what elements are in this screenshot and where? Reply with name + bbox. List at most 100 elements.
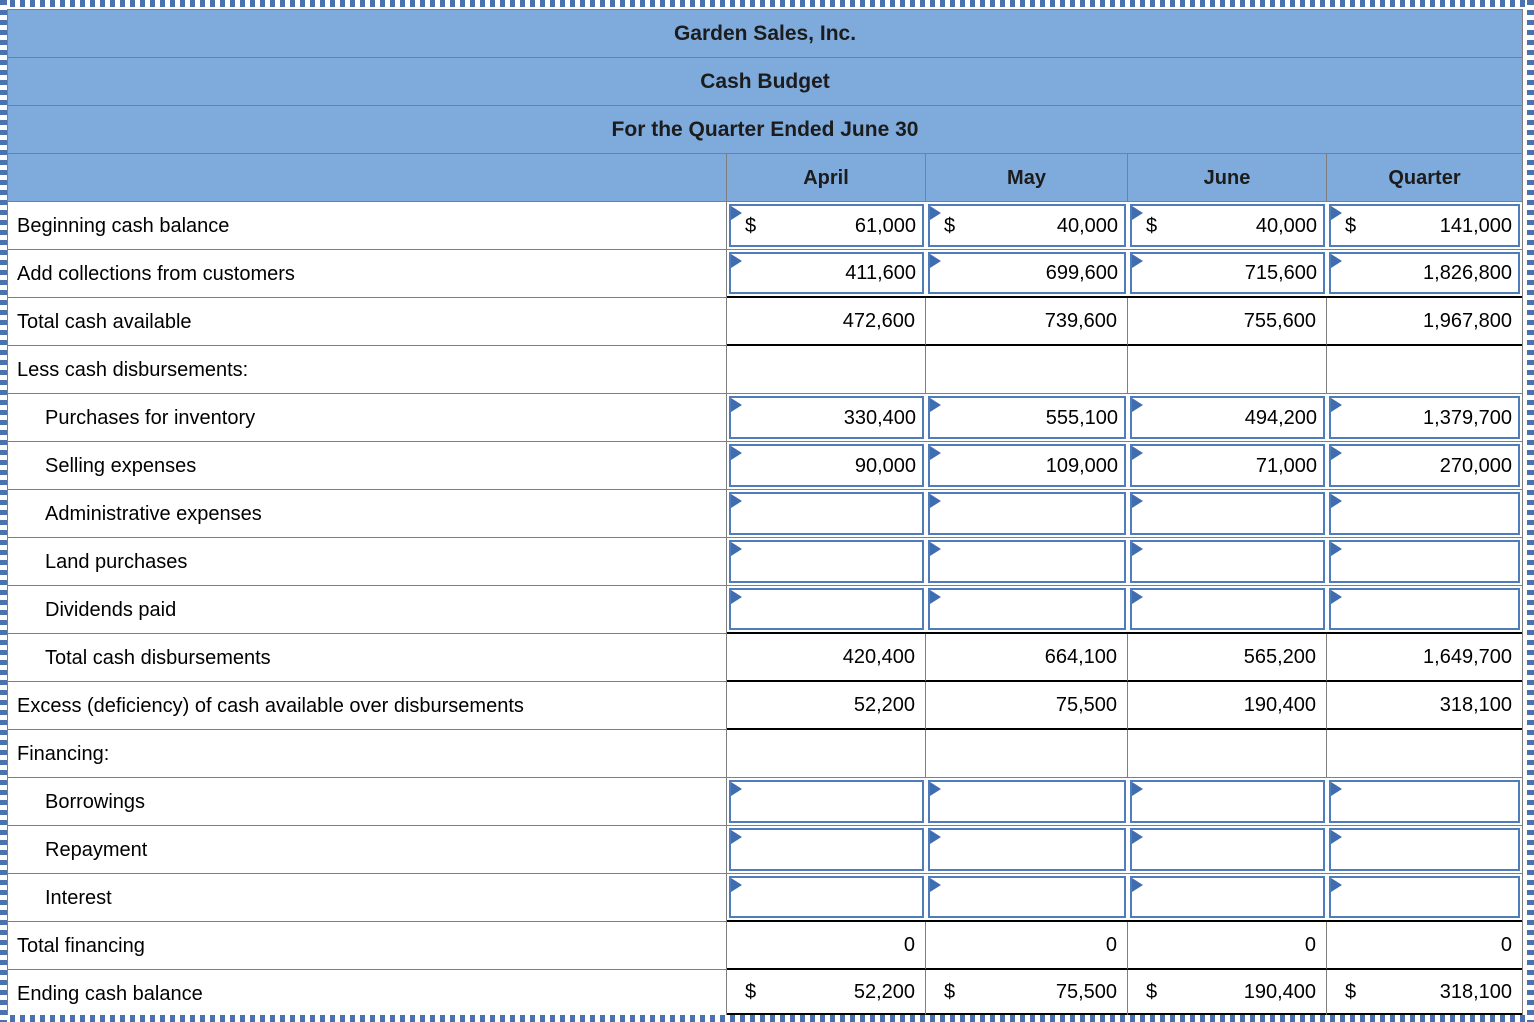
cell-flag-icon bbox=[1132, 206, 1143, 220]
cell-flag-icon bbox=[731, 446, 742, 460]
borrowings-quarter-input[interactable] bbox=[1327, 778, 1522, 826]
input-cell-border bbox=[1329, 876, 1520, 918]
cell-flag-icon bbox=[731, 830, 742, 844]
repayment-april-input[interactable] bbox=[727, 826, 926, 874]
cell-value: 411,600 bbox=[845, 262, 916, 284]
cell-flag-icon bbox=[731, 494, 742, 508]
selection-dash-bottom bbox=[0, 1015, 1534, 1022]
admin-april-input[interactable] bbox=[727, 490, 926, 538]
empty-cell bbox=[926, 346, 1128, 394]
selling-may-input[interactable]: 109,000 bbox=[926, 442, 1128, 490]
cell-value: 190,400 bbox=[1243, 980, 1316, 1003]
land-june-input[interactable] bbox=[1128, 538, 1327, 586]
row-label-total-cash-disbursements: Total cash disbursements bbox=[8, 634, 727, 682]
cell-value: 318,100 bbox=[1439, 980, 1512, 1003]
row-label-total-cash-available: Total cash available bbox=[8, 298, 727, 346]
input-cell-border bbox=[928, 828, 1126, 871]
repayment-june-input[interactable] bbox=[1128, 826, 1327, 874]
borrowings-may-input[interactable] bbox=[926, 778, 1128, 826]
total-financing-may: 0 bbox=[926, 922, 1128, 970]
dividends-quarter-input[interactable] bbox=[1327, 586, 1522, 634]
cell-value: 664,100 bbox=[1044, 646, 1117, 668]
row-label-purchases-inventory: Purchases for inventory bbox=[8, 394, 727, 442]
purchases-april-input[interactable]: 330,400 bbox=[727, 394, 926, 442]
total-disbursements-quarter: 1,649,700 bbox=[1327, 634, 1522, 682]
empty-cell bbox=[926, 730, 1128, 778]
currency-symbol: $ bbox=[1146, 980, 1158, 1003]
input-cell-border bbox=[1130, 492, 1325, 535]
interest-may-input[interactable] bbox=[926, 874, 1128, 922]
cell-value: 330,400 bbox=[843, 406, 916, 429]
collections-may-input[interactable]: 699,600 bbox=[926, 250, 1128, 298]
row-label-interest: Interest bbox=[8, 874, 727, 922]
beginning-cash-april-input[interactable]: $61,000 bbox=[727, 202, 926, 250]
cell-flag-icon bbox=[1132, 878, 1143, 892]
dividends-april-input[interactable] bbox=[727, 586, 926, 634]
cell-value: 109,000 bbox=[1045, 454, 1118, 477]
interest-april-input[interactable] bbox=[727, 874, 926, 922]
input-cell-border bbox=[729, 876, 924, 918]
cell-flag-icon bbox=[731, 398, 742, 412]
cell-flag-icon bbox=[1132, 494, 1143, 508]
dividends-june-input[interactable] bbox=[1128, 586, 1327, 634]
row-label-excess-deficiency: Excess (deficiency) of cash available ov… bbox=[8, 682, 727, 730]
period-title: For the Quarter Ended June 30 bbox=[8, 106, 1522, 154]
interest-quarter-input[interactable] bbox=[1327, 874, 1522, 922]
cell-flag-icon bbox=[731, 590, 742, 604]
row-label-repayment: Repayment bbox=[8, 826, 727, 874]
row-label-collections: Add collections from customers bbox=[8, 250, 727, 298]
cell-value: 0 bbox=[1500, 934, 1512, 956]
cell-flag-icon bbox=[930, 782, 941, 796]
cell-value: 0 bbox=[1304, 934, 1316, 956]
borrowings-june-input[interactable] bbox=[1128, 778, 1327, 826]
row-label-financing: Financing: bbox=[8, 730, 727, 778]
collections-april-input[interactable]: 411,600 bbox=[727, 250, 926, 298]
cell-value: 270,000 bbox=[1439, 454, 1512, 477]
purchases-may-input[interactable]: 555,100 bbox=[926, 394, 1128, 442]
beginning-cash-june-input[interactable]: $40,000 bbox=[1128, 202, 1327, 250]
total-financing-april: 0 bbox=[727, 922, 926, 970]
column-header-april: April bbox=[727, 154, 926, 202]
cell-value: 739,600 bbox=[1044, 310, 1117, 332]
dividends-may-input[interactable] bbox=[926, 586, 1128, 634]
land-may-input[interactable] bbox=[926, 538, 1128, 586]
excess-quarter: 318,100 bbox=[1327, 682, 1522, 730]
cell-flag-icon bbox=[1132, 446, 1143, 460]
collections-quarter-input[interactable]: 1,826,800 bbox=[1327, 250, 1522, 298]
currency-symbol: $ bbox=[944, 214, 956, 237]
cell-value: 565,200 bbox=[1243, 646, 1316, 668]
cell-value: 40,000 bbox=[1255, 214, 1317, 237]
cell-value: 0 bbox=[903, 934, 915, 956]
cell-flag-icon bbox=[1331, 398, 1342, 412]
cell-flag-icon bbox=[1132, 830, 1143, 844]
selling-june-input[interactable]: 71,000 bbox=[1128, 442, 1327, 490]
selection-dash-top bbox=[0, 0, 1534, 7]
beginning-cash-may-input[interactable]: $40,000 bbox=[926, 202, 1128, 250]
selling-quarter-input[interactable]: 270,000 bbox=[1327, 442, 1522, 490]
cell-flag-icon bbox=[930, 446, 941, 460]
cell-value: 75,500 bbox=[1055, 980, 1117, 1003]
cell-flag-icon bbox=[731, 878, 742, 892]
purchases-june-input[interactable]: 494,200 bbox=[1128, 394, 1327, 442]
admin-quarter-input[interactable] bbox=[1327, 490, 1522, 538]
repayment-may-input[interactable] bbox=[926, 826, 1128, 874]
empty-cell bbox=[1128, 346, 1327, 394]
beginning-cash-quarter-input[interactable]: $141,000 bbox=[1327, 202, 1522, 250]
total-available-quarter: 1,967,800 bbox=[1327, 298, 1522, 346]
collections-june-input[interactable]: 715,600 bbox=[1128, 250, 1327, 298]
borrowings-april-input[interactable] bbox=[727, 778, 926, 826]
purchases-quarter-input[interactable]: 1,379,700 bbox=[1327, 394, 1522, 442]
row-label-land-purchases: Land purchases bbox=[8, 538, 727, 586]
cell-value: 40,000 bbox=[1056, 214, 1118, 237]
empty-cell bbox=[727, 730, 926, 778]
admin-may-input[interactable] bbox=[926, 490, 1128, 538]
selection-dash-right bbox=[1527, 0, 1534, 1022]
cell-flag-icon bbox=[1331, 830, 1342, 844]
selling-april-input[interactable]: 90,000 bbox=[727, 442, 926, 490]
land-quarter-input[interactable] bbox=[1327, 538, 1522, 586]
repayment-quarter-input[interactable] bbox=[1327, 826, 1522, 874]
admin-june-input[interactable] bbox=[1128, 490, 1327, 538]
land-april-input[interactable] bbox=[727, 538, 926, 586]
interest-june-input[interactable] bbox=[1128, 874, 1327, 922]
cell-value: 1,967,800 bbox=[1423, 310, 1512, 332]
